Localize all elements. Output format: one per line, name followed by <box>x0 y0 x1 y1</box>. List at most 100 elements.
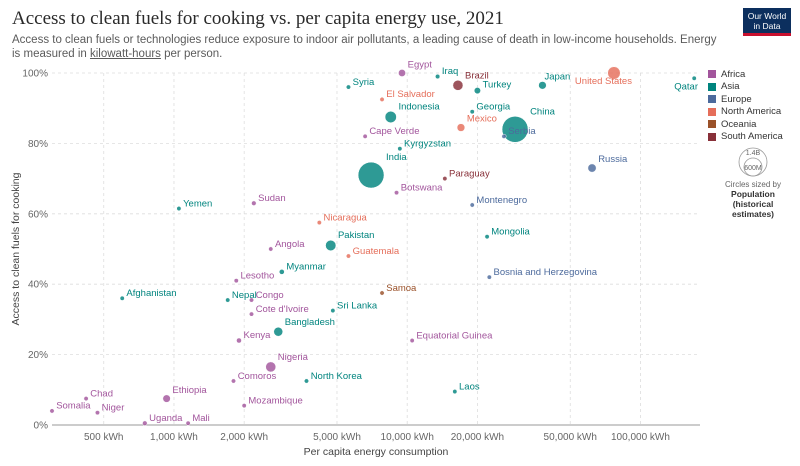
legend-item-south-america[interactable]: South America <box>708 131 783 144</box>
point-georgia <box>469 109 475 115</box>
x-tick-label: 20,000 kWh <box>451 432 504 443</box>
point-label-nepal: Nepal <box>232 290 257 301</box>
point-label-mali: Mali <box>192 413 209 424</box>
legend-item-oceania[interactable]: Oceania <box>708 118 783 131</box>
point-somalia <box>49 408 55 414</box>
logo-accent-bar <box>743 33 791 36</box>
point-label-somalia: Somalia <box>56 401 91 412</box>
point-label-mexico: Mexico <box>467 114 497 125</box>
point-congo <box>249 297 254 303</box>
point-mali <box>185 420 191 426</box>
point-label-sudan: Sudan <box>258 193 285 204</box>
point-nepal <box>225 297 231 303</box>
point-label-syria: Syria <box>353 77 375 88</box>
subtitle-text: Access to clean fuels or technologies re… <box>12 34 717 60</box>
y-tick-label: 20% <box>28 350 48 361</box>
point-label-mozambique: Mozambique <box>248 395 302 406</box>
point-niger <box>95 410 100 416</box>
point-label-brazil: Brazil <box>465 70 489 81</box>
point-japan <box>538 81 547 90</box>
point-iraq <box>435 73 441 80</box>
point-kenya <box>236 337 242 344</box>
y-tick-label: 100% <box>22 69 48 80</box>
point-label-north-korea: North Korea <box>311 371 363 382</box>
point-botswana <box>394 190 399 196</box>
point-india <box>357 161 385 189</box>
point-comoros <box>231 378 236 384</box>
point-label-georgia: Georgia <box>476 102 511 113</box>
y-tick-label: 80% <box>28 139 48 150</box>
point-sri-lanka <box>330 308 336 314</box>
point-nigeria <box>265 361 277 373</box>
point-afghanistan <box>119 295 125 301</box>
point-label-nigeria: Nigeria <box>278 352 309 363</box>
point-label-nicaragua: Nicaragua <box>324 212 368 223</box>
point-syria <box>346 84 351 90</box>
point-label-egypt: Egypt <box>408 59 433 70</box>
legend-swatch <box>708 107 716 116</box>
point-uganda <box>142 420 148 426</box>
size-variable-note: (historical estimates) <box>731 199 775 219</box>
legend-label: Europe <box>721 93 752 105</box>
x-tick-label: 500 kWh <box>84 432 123 443</box>
legend-swatch <box>708 70 716 79</box>
size-label-max: 1.4B <box>746 150 761 157</box>
point-brazil <box>452 80 464 91</box>
x-tick-label: 100,000 kWh <box>611 432 670 443</box>
point-myanmar <box>279 269 285 275</box>
point-laos <box>452 389 458 395</box>
point-label-qatar: Qatar <box>674 81 698 92</box>
point-label-iraq: Iraq <box>442 66 458 77</box>
point-label-paraguay: Paraguay <box>449 168 490 179</box>
point-label-sri-lanka: Sri Lanka <box>337 300 378 311</box>
point-paraguay <box>442 176 448 182</box>
point-montenegro <box>469 202 475 208</box>
legend-item-asia[interactable]: Asia <box>708 81 783 94</box>
point-label-japan: Japan <box>544 71 570 82</box>
size-circles: 1.4B 600M <box>738 147 768 177</box>
point-samoa <box>379 290 385 296</box>
point-label-bangladesh: Bangladesh <box>285 317 335 328</box>
subtitle-tail: per person. <box>160 48 223 60</box>
point-mexico <box>456 123 466 132</box>
point-bosnia-and-herzegovina <box>486 274 492 280</box>
point-label-serbia: Serbia <box>508 126 536 137</box>
point-turkey <box>473 87 481 95</box>
point-label-russia: Russia <box>598 154 628 165</box>
point-equatorial-guinea <box>409 338 415 343</box>
legend-item-north-america[interactable]: North America <box>708 106 783 119</box>
point-bangladesh <box>273 326 284 337</box>
point-chad <box>83 396 89 402</box>
point-label-india: India <box>386 152 407 163</box>
point-russia <box>587 163 597 173</box>
point-label-montenegro: Montenegro <box>476 195 527 206</box>
region-legend: Africa Asia Europe North America Oceania Sout… <box>708 68 783 143</box>
legend-item-africa[interactable]: Africa <box>708 68 783 81</box>
point-label-chad: Chad <box>90 388 113 399</box>
point-label-uganda: Uganda <box>149 413 183 424</box>
x-tick-label: 10,000 kWh <box>381 432 434 443</box>
point-ethiopia <box>162 394 171 403</box>
legend-item-europe[interactable]: Europe <box>708 93 783 106</box>
point-serbia <box>501 133 507 139</box>
y-tick-label: 0% <box>34 421 49 432</box>
point-label-yemen: Yemen <box>183 198 212 209</box>
size-label-min: 600M <box>744 165 762 172</box>
kilowatt-hours-link[interactable]: kilowatt-hours <box>89 48 161 60</box>
point-mongolia <box>484 234 490 240</box>
point-qatar <box>691 75 697 81</box>
point-label-laos: Laos <box>459 381 480 392</box>
point-label-congo: Congo <box>256 290 284 301</box>
point-label-cote-d-ivoire: Cote d'Ivoire <box>256 304 309 315</box>
point-guatemala <box>346 253 351 259</box>
point-indonesia <box>384 111 397 123</box>
point-sudan <box>251 200 257 206</box>
owid-logo[interactable]: Our World in Data <box>743 8 791 36</box>
y-tick-label: 40% <box>28 280 48 291</box>
point-label-lesotho: Lesotho <box>240 270 274 281</box>
legend-label: Oceania <box>721 118 757 130</box>
point-label-turkey: Turkey <box>483 79 512 90</box>
point-label-equatorial-guinea: Equatorial Guinea <box>416 330 493 341</box>
x-tick-label: 50,000 kWh <box>544 432 597 443</box>
point-lesotho <box>233 278 239 284</box>
